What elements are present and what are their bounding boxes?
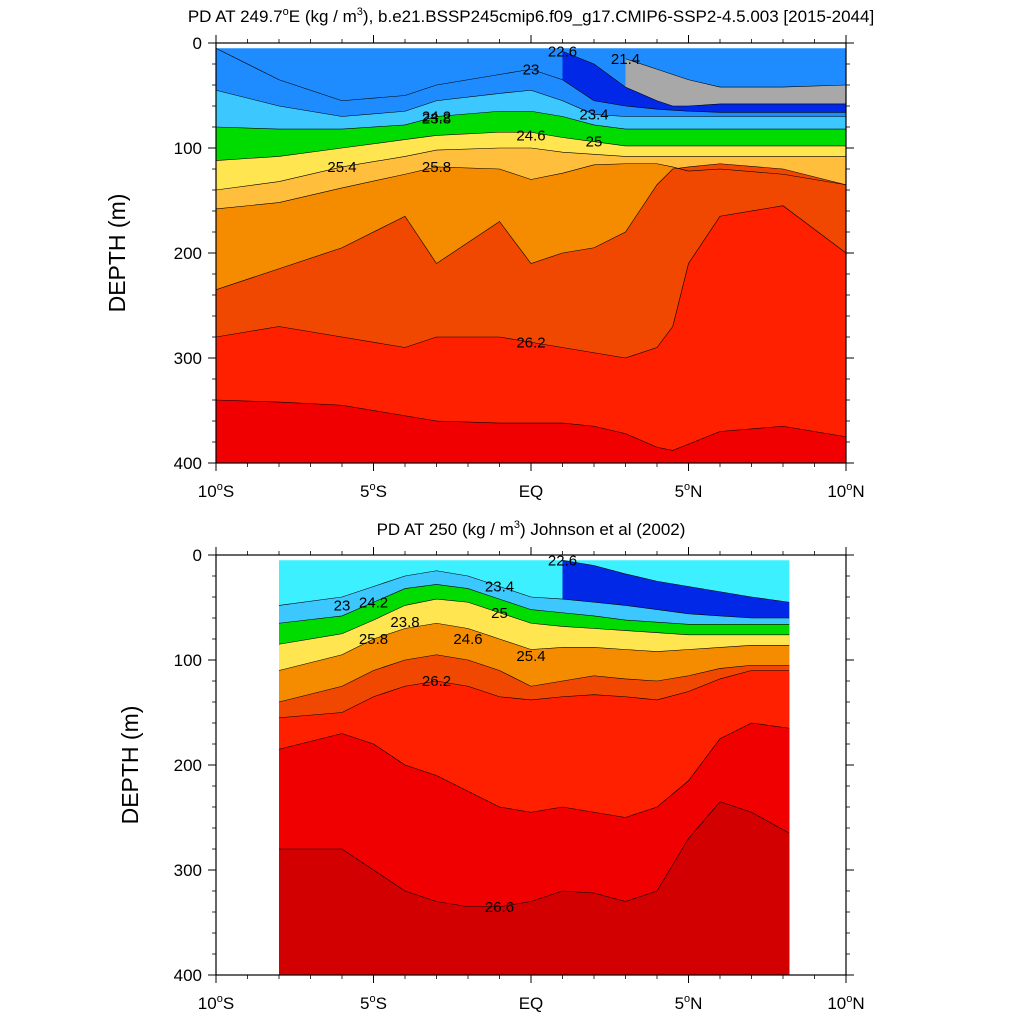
panel-model-contour-labels: 21.4 22.6 23 23.4 23.824.2 24.6 25 25.4 25.8 26.2 (327, 43, 640, 351)
y-tick-label: 0 (193, 546, 202, 565)
contour-label: 23.4 (485, 579, 514, 596)
contour-line-d26_6 (279, 801, 790, 908)
x-tick-label: 5oS (360, 481, 387, 501)
contour-line-d25_4 (216, 147, 846, 191)
y-tick-label: 300 (174, 349, 202, 368)
contour-line-d23_4 (216, 89, 846, 117)
y-tick-label: 400 (174, 454, 202, 473)
panel-model-contour-lines (216, 47, 846, 451)
panel-model-contour-fills (216, 48, 846, 463)
y-tick-label: 100 (174, 139, 202, 158)
contour-line-d22_6 (562, 51, 846, 107)
contour-line-d21_4 (625, 58, 846, 88)
contour-label: 26.2 (422, 673, 451, 690)
contour-label: 23 (523, 61, 540, 78)
contour-label: 24.6 (516, 127, 545, 144)
x-tick-label: EQ (519, 482, 544, 501)
contour-line-d26_4 (278, 722, 790, 818)
panel-model-axes: 10oS 5oS EQ 5oN 10oN 0 100 200 300 400 (174, 34, 865, 501)
contour-line-d26_0 (278, 654, 790, 703)
contour-label: 25.4 (327, 159, 356, 176)
contour-line-d25_8 (216, 163, 846, 210)
x-tick-label: 5oN (675, 481, 703, 501)
contour-line-d25_0 (216, 131, 846, 161)
panel-model: PD AT 249.7oE (kg / m3), b.e21.BSSP245cm… (104, 6, 874, 501)
contour-fill-d26_2 (216, 205, 846, 463)
contour-label: 25 (491, 605, 508, 622)
y-tick-label: 200 (174, 244, 202, 263)
contour-line-d24_2 (216, 110, 846, 130)
contour-line-d23_0 (216, 47, 846, 113)
contour-line-d25_8 (278, 622, 790, 671)
contour-label: 25.8 (422, 159, 451, 176)
contour-label: 26.2 (516, 334, 545, 351)
contour-label: 23.8 (422, 111, 451, 128)
x-tick-label: 10oN (827, 481, 864, 501)
contour-label: 24.2 (422, 109, 451, 126)
contour-label: 22.6 (548, 43, 577, 60)
contour-label: 24.6 (453, 631, 482, 648)
contour-label: 23 (334, 597, 351, 614)
contour-line-d26_2 (216, 205, 846, 359)
x-tick-label: 5oN (675, 993, 703, 1013)
x-tick-label: 5oS (360, 993, 387, 1013)
panel-obs-ylabel: DEPTH (m) (117, 706, 143, 825)
contour-line-d24_2 (278, 584, 790, 625)
contour-line-d26_4 (216, 399, 846, 451)
contour-label: 24.2 (359, 594, 388, 611)
y-tick-label: 0 (193, 34, 202, 53)
panel-obs-title: PD AT 250 (kg / m3) Johnson et al (2002) (377, 519, 686, 539)
contour-line-d25_0 (278, 598, 790, 645)
panel-obs-contour-fills (279, 560, 790, 975)
contour-label: 22.6 (548, 552, 577, 569)
contour-fill-d26_6 (279, 801, 790, 975)
x-tick-label: 10oS (198, 993, 234, 1013)
panel-model-title: PD AT 249.7oE (kg / m3), b.e21.BSSP245cm… (188, 6, 874, 26)
x-tick-label: EQ (519, 994, 544, 1013)
panel-obs-contour-labels: 22.6 23 23.4 23.824.2 24.6 25 25.4 25.8 26.2 26.6 (334, 552, 577, 916)
contour-label: 25.8 (359, 631, 388, 648)
panel-obs-axes: 10oS 5oS EQ 5oN 10oN 0 100 200 300 400 (174, 546, 865, 1013)
contour-label: 23.4 (579, 106, 608, 123)
y-tick-label: 400 (174, 966, 202, 985)
x-tick-label: 10oN (827, 993, 864, 1013)
panel-obs-contour-lines (278, 559, 790, 908)
contour-label: 21.4 (611, 51, 640, 68)
contour-line-d23_4 (278, 570, 790, 619)
contour-line-d26_0 (216, 163, 846, 291)
x-tick-label: 10oS (198, 481, 234, 501)
y-tick-label: 300 (174, 861, 202, 880)
panel-model-ylabel: DEPTH (m) (104, 194, 130, 313)
y-tick-label: 100 (174, 651, 202, 670)
contour-label: 25 (586, 134, 603, 151)
y-tick-label: 200 (174, 756, 202, 775)
contour-label: 26.6 (485, 899, 514, 916)
contour-line-d22_6 (562, 559, 790, 603)
panel-obs: PD AT 250 (kg / m3) Johnson et al (2002)… (117, 519, 865, 1013)
contour-fill-d26_4 (216, 400, 846, 463)
contour-label: 25.4 (516, 648, 545, 665)
contour-line-d26_2 (278, 670, 790, 719)
contour-label: 23.8 (390, 614, 419, 631)
